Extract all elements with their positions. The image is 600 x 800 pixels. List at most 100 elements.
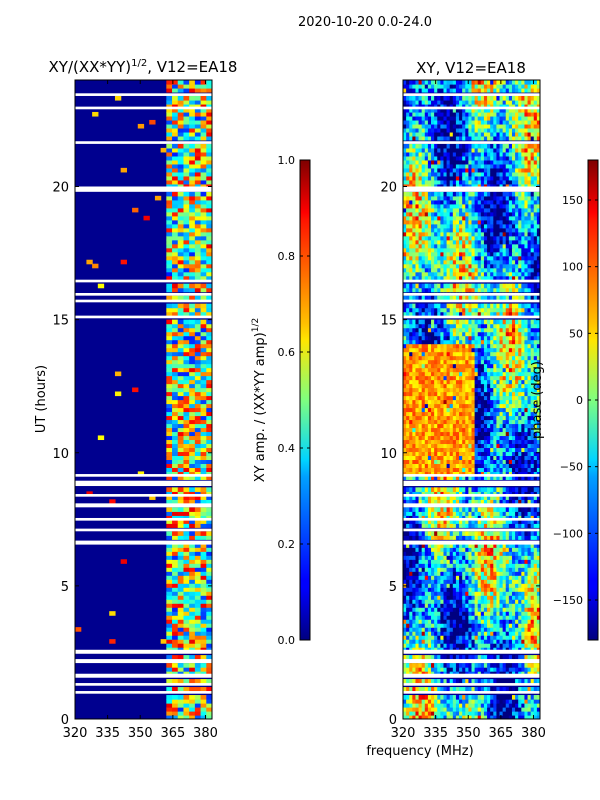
heatmap-cell	[437, 499, 441, 504]
heatmap-cell	[511, 579, 516, 584]
heatmap-cell	[437, 535, 441, 540]
heatmap-cell	[194, 487, 202, 492]
heatmap-cell	[521, 627, 526, 632]
heatmap-cell	[166, 499, 173, 504]
heatmap-cell	[490, 579, 494, 584]
heatmap-cell	[92, 111, 99, 117]
heatmap-cell	[177, 163, 185, 169]
heatmap-cell	[403, 607, 407, 612]
heatmap-cell	[418, 495, 423, 500]
heatmap-cell	[471, 523, 476, 528]
heatmap-cell	[418, 519, 423, 524]
heatmap-cell	[536, 511, 540, 516]
heatmap-cell	[166, 119, 173, 125]
heatmap-cell	[440, 611, 445, 616]
heatmap-cell	[183, 259, 190, 265]
heatmap-cell	[434, 375, 438, 381]
heatmap-cell	[440, 403, 445, 409]
heatmap-cell	[468, 591, 473, 596]
heatmap-cell	[189, 247, 196, 253]
heatmap-cell	[183, 131, 190, 137]
heatmap-cell	[409, 667, 413, 672]
heatmap-cell	[493, 411, 498, 417]
heatmap-cell	[443, 379, 448, 385]
heatmap-cell	[483, 463, 488, 468]
heatmap-cell	[412, 587, 417, 592]
heatmap-cell	[183, 295, 190, 301]
heatmap-cell	[415, 359, 420, 365]
heatmap-cell	[452, 459, 457, 464]
heatmap-cell	[508, 535, 513, 540]
heatmap-cell	[189, 515, 196, 520]
heatmap-cell	[200, 323, 207, 329]
heatmap-cell	[172, 399, 179, 405]
heatmap-cell	[518, 663, 522, 668]
heatmap-cell	[166, 255, 173, 261]
flagged-row	[75, 503, 212, 508]
heatmap-cell	[421, 571, 426, 576]
heatmap-cell	[172, 579, 179, 584]
phase-heatmap	[403, 80, 540, 719]
heatmap-cell	[427, 663, 432, 668]
heatmap-cell	[533, 475, 538, 480]
heatmap-cell	[524, 643, 529, 648]
heatmap-cell	[166, 267, 173, 273]
heatmap-cell	[412, 455, 417, 460]
heatmap-cell	[468, 559, 473, 564]
heatmap-cell	[533, 567, 538, 572]
heatmap-cell	[183, 647, 190, 652]
heatmap-cell	[471, 687, 476, 692]
heatmap-cell	[483, 587, 488, 592]
heatmap-cell	[403, 455, 407, 460]
heatmap-cell	[415, 715, 420, 719]
heatmap-cell	[471, 519, 476, 524]
heatmap-cell	[493, 563, 498, 568]
heatmap-cell	[505, 363, 510, 369]
heatmap-cell	[490, 499, 494, 504]
heatmap-cell	[480, 511, 485, 516]
heatmap-cell	[406, 407, 410, 413]
heatmap-cell	[415, 427, 420, 433]
heatmap-cell	[487, 647, 491, 652]
heatmap-cell	[483, 547, 488, 552]
heatmap-cell	[172, 459, 179, 464]
heatmap-cell	[515, 507, 519, 512]
heatmap-cell	[449, 443, 454, 449]
heatmap-cell	[468, 371, 473, 377]
heatmap-cell	[434, 423, 438, 429]
heatmap-cell	[508, 567, 513, 572]
heatmap-cell	[480, 607, 485, 612]
heatmap-cell	[189, 147, 196, 153]
heatmap-cell	[455, 491, 460, 496]
heatmap-cell	[521, 615, 526, 620]
heatmap-cell	[440, 375, 445, 381]
heatmap-cell	[177, 679, 185, 684]
heatmap-cell	[177, 707, 185, 712]
heatmap-cell	[459, 543, 463, 548]
heatmap-cell	[446, 355, 451, 361]
heatmap-cell	[515, 607, 519, 612]
heatmap-cell	[533, 507, 538, 512]
heatmap-cell	[524, 379, 529, 385]
heatmap-cell	[490, 379, 494, 385]
heatmap-cell	[440, 523, 445, 528]
heatmap-cell	[521, 671, 526, 676]
heatmap-cell	[443, 555, 448, 560]
heatmap-cell	[177, 447, 185, 453]
heatmap-cell	[452, 623, 457, 628]
heatmap-cell	[459, 655, 463, 660]
heatmap-cell	[496, 371, 501, 377]
heatmap-cell	[149, 495, 156, 500]
heatmap-cell	[487, 379, 491, 385]
heatmap-cell	[194, 443, 202, 449]
heatmap-cell	[437, 439, 441, 445]
heatmap-cell	[412, 607, 417, 612]
heatmap-cell	[502, 487, 507, 492]
heatmap-cell	[508, 631, 513, 636]
heatmap-cell	[459, 415, 463, 421]
heatmap-cell	[468, 611, 473, 616]
heatmap-cell	[194, 475, 202, 480]
heatmap-cell	[455, 395, 460, 401]
heatmap-cell	[406, 371, 410, 377]
heatmap-cell	[505, 595, 510, 600]
